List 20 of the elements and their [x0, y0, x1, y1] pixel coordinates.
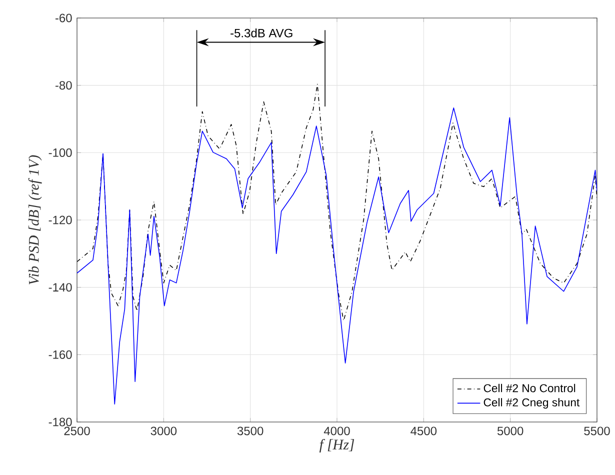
- y-tick-label: -80: [55, 81, 72, 90]
- x-tick-label: 5500: [584, 426, 610, 436]
- line-series: [77, 84, 597, 322]
- y-tick-label: -140: [48, 283, 72, 292]
- y-tick-label: -60: [55, 14, 72, 22]
- x-tick-label: 2500: [64, 426, 90, 436]
- legend-label: Cell #2 Cneg shunt: [484, 398, 580, 409]
- legend-label: Cell #2 No Control: [484, 384, 576, 392]
- y-tick-label: -100: [48, 148, 72, 157]
- x-axis-title: f [Hz]: [319, 439, 354, 452]
- annotation: -5.3dB AVG: [230, 28, 292, 38]
- y-tick-label: -180: [48, 418, 72, 426]
- y-tick-label: -120: [48, 216, 72, 224]
- x-tick-label: 3000: [150, 426, 177, 436]
- y-axis-title: Vib PSD [dB] (ref 1V): [28, 155, 42, 284]
- y-tick-label: -160: [48, 350, 72, 359]
- x-tick-label: 4000: [324, 426, 350, 436]
- x-tick-label: 4500: [410, 426, 437, 436]
- x-tick-label: 5000: [497, 426, 524, 436]
- x-tick-label: 3500: [237, 426, 264, 436]
